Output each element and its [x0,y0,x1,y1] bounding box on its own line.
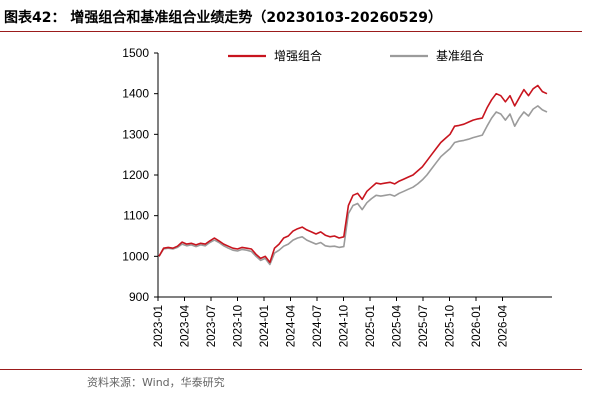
x-tick-label: 2025-04 [392,304,404,347]
x-tick-label: 2026-01 [471,305,483,347]
chart-axes [157,53,552,298]
x-tick-label: 2023-10 [233,305,245,347]
chart-series [158,84,548,266]
x-tick-label: 2023-07 [206,305,218,347]
x-tick-label: 2023-01 [153,305,165,347]
x-tick-label: 2024-01 [259,305,271,347]
x-tick-label: 2024-10 [339,305,351,347]
chart-ticks: 900 1000 1100 1200 1300 1400 1500 2023-01 2023-0… [122,46,509,347]
y-tick-label: 900 [129,290,149,304]
chart-legend: 增强组合 基准组合 [228,48,484,63]
x-tick-label: 2024-07 [312,305,324,347]
header-rule [0,31,582,32]
legend-label: 基准组合 [436,48,484,63]
x-tick-label: 2026-04 [498,304,510,347]
x-tick-label: 2023-04 [180,304,192,347]
y-tick-label: 1500 [122,46,149,60]
figure-title: 图表42： 增强组合和基准组合业绩走势（20230103-20260529） [4,10,443,26]
series-line [158,105,548,266]
legend-label: 增强组合 [274,48,322,63]
x-tick-label: 2025-01 [365,305,377,347]
y-tick-label: 1200 [122,168,149,182]
footer-rule [0,369,582,370]
y-tick-label: 1000 [122,249,149,263]
y-tick-label: 1300 [122,127,149,141]
series-line [158,84,548,264]
x-tick-label: 2025-10 [445,305,457,347]
y-tick-label: 1100 [123,209,149,223]
source-note: 资料来源：Wind，华泰研究 [87,376,225,389]
x-tick-label: 2025-07 [418,305,430,347]
y-tick-label: 1400 [122,87,149,101]
line-chart: 900 1000 1100 1200 1300 1400 1500 2023-01 2023-0… [122,46,552,347]
x-tick-label: 2024-04 [286,304,298,347]
